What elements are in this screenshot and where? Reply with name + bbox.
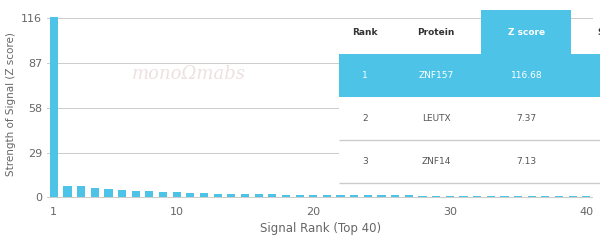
Bar <box>50 17 58 197</box>
Text: ZNF157: ZNF157 <box>419 71 454 80</box>
Bar <box>282 194 290 197</box>
Bar <box>159 192 167 197</box>
Bar <box>405 195 413 197</box>
Bar <box>460 196 467 197</box>
Bar <box>118 190 126 197</box>
Bar <box>432 196 440 197</box>
Bar <box>473 196 481 197</box>
Text: 3: 3 <box>362 157 368 166</box>
Bar <box>309 195 317 197</box>
Bar <box>296 195 304 197</box>
Bar <box>555 196 563 197</box>
Bar <box>514 196 522 197</box>
Text: Protein: Protein <box>418 27 455 37</box>
Text: S score: S score <box>598 27 600 37</box>
Text: 7.13: 7.13 <box>516 157 536 166</box>
Text: 116.68: 116.68 <box>511 71 542 80</box>
Bar <box>145 191 154 197</box>
Text: 7.37: 7.37 <box>516 114 536 123</box>
Text: ZNF14: ZNF14 <box>421 157 451 166</box>
Bar <box>569 196 577 197</box>
Text: monoΩmabs: monoΩmabs <box>132 65 246 83</box>
Bar <box>173 192 181 197</box>
Text: 1: 1 <box>362 71 368 80</box>
X-axis label: Signal Rank (Top 40): Signal Rank (Top 40) <box>260 222 380 235</box>
Y-axis label: Strength of Signal (Z score): Strength of Signal (Z score) <box>5 32 16 176</box>
Text: Rank: Rank <box>352 27 378 37</box>
Text: Z score: Z score <box>508 27 545 37</box>
Bar <box>241 194 249 197</box>
Bar <box>91 188 99 197</box>
Bar <box>418 196 427 197</box>
Bar <box>200 193 208 197</box>
Bar <box>77 186 85 197</box>
Bar <box>350 195 358 197</box>
Bar <box>541 196 550 197</box>
Bar <box>364 195 372 197</box>
Bar <box>446 196 454 197</box>
Bar <box>391 195 399 197</box>
Bar <box>186 193 194 197</box>
Text: LEUTX: LEUTX <box>422 114 451 123</box>
Bar <box>527 196 536 197</box>
Bar <box>500 196 509 197</box>
Text: 2: 2 <box>362 114 368 123</box>
Bar <box>323 195 331 197</box>
Bar <box>377 195 386 197</box>
Bar <box>227 194 235 197</box>
Bar <box>268 194 277 197</box>
Bar <box>582 196 590 197</box>
Bar <box>214 194 222 197</box>
Bar <box>64 186 71 197</box>
Bar <box>104 189 113 197</box>
Bar <box>487 196 495 197</box>
Bar <box>254 194 263 197</box>
Bar <box>337 195 344 197</box>
Bar <box>131 191 140 197</box>
